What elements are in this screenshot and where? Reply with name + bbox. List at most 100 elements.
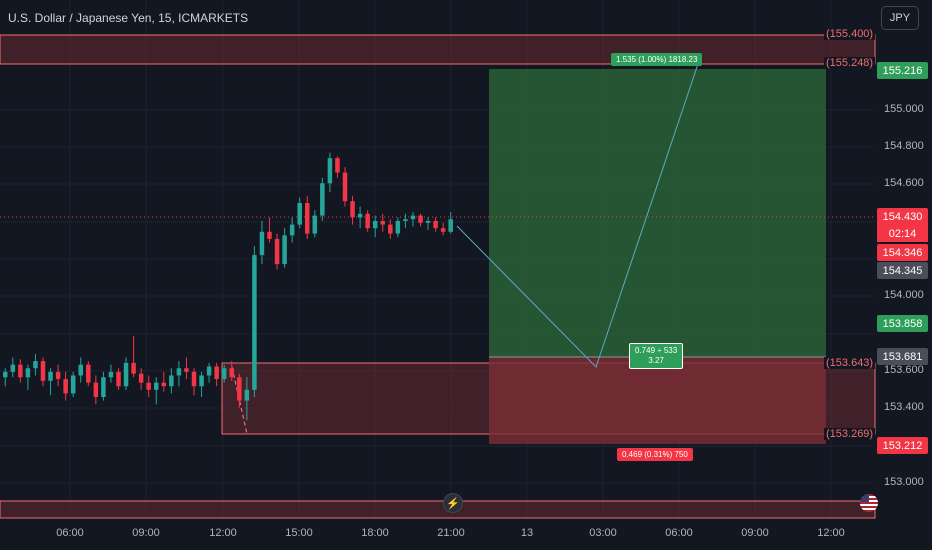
- time-tick: 09:00: [132, 527, 160, 539]
- candle-body: [161, 382, 167, 387]
- candle-body: [101, 377, 106, 397]
- candle-body: [327, 158, 333, 184]
- entry-price-tag: 153.681: [877, 348, 928, 365]
- candle-body: [108, 371, 114, 378]
- candle-body: [440, 228, 446, 232]
- candle-body: [350, 201, 355, 218]
- candle-body: [86, 364, 91, 383]
- lightning-icon[interactable]: ⚡: [443, 493, 463, 513]
- price-tick: 153.600: [884, 364, 924, 376]
- candle-body: [410, 215, 416, 220]
- candle-body: [55, 371, 61, 380]
- green-price-tag: 153.858: [877, 315, 928, 332]
- candle-body: [312, 215, 318, 234]
- time-tick: 12:00: [209, 527, 237, 539]
- candle-body: [274, 238, 280, 265]
- candle-body: [25, 368, 31, 378]
- candle-body: [33, 361, 38, 369]
- candle-body: [380, 220, 385, 225]
- level-label-153643: (153.643): [824, 357, 876, 369]
- candle-body: [297, 203, 302, 225]
- candle-body: [365, 213, 370, 229]
- candle-body: [206, 366, 212, 376]
- candle-body: [138, 373, 144, 383]
- candle-body: [3, 371, 8, 378]
- candle-body: [433, 220, 438, 229]
- candle-body: [252, 255, 257, 390]
- dashed-projection: [231, 366, 248, 435]
- candle-body: [78, 364, 83, 376]
- time-tick: 18:00: [361, 527, 389, 539]
- candle-body: [289, 224, 295, 236]
- candle-body: [131, 362, 136, 374]
- center-stats-line1: 0.749 ÷ 533: [635, 346, 678, 355]
- candle-body: [335, 158, 340, 173]
- time-tick: 15:00: [285, 527, 313, 539]
- candle-body: [395, 220, 401, 234]
- time-tick: 06:00: [56, 527, 84, 539]
- level-label-153269: (153.269): [824, 428, 876, 440]
- loss-zone[interactable]: [489, 357, 826, 444]
- candle-body: [425, 220, 431, 223]
- candle-body: [176, 368, 182, 376]
- candle-body: [418, 215, 423, 223]
- level-label-155400: (155.400): [824, 28, 876, 40]
- time-tick: 12:00: [817, 527, 845, 539]
- last-price-tag: 154.430: [877, 208, 928, 225]
- price-tick: 154.600: [884, 177, 924, 189]
- time-tick: 21:00: [437, 527, 465, 539]
- candle-body: [214, 366, 219, 380]
- candle-body: [388, 224, 393, 234]
- center-stats-label[interactable]: 0.749 ÷ 533 3.27: [629, 343, 684, 369]
- us-flag-icon[interactable]: [860, 494, 878, 512]
- candle-body: [70, 375, 76, 394]
- candle-body: [320, 183, 325, 216]
- target-price-tag: 155.216: [877, 62, 928, 79]
- candle-body: [267, 231, 272, 239]
- candle-body: [221, 368, 227, 380]
- level-label-155248: (155.248): [824, 57, 876, 69]
- candle-body: [199, 375, 204, 387]
- candle-body: [184, 368, 189, 372]
- time-tick: 09:00: [741, 527, 769, 539]
- price-tick: 153.400: [884, 401, 924, 413]
- projection-path[interactable]: [456, 57, 701, 368]
- candles-group: [3, 152, 453, 421]
- center-stats-line2: 3.27: [648, 356, 664, 365]
- candle-body: [10, 364, 16, 372]
- candle-body: [146, 382, 151, 390]
- candle-body: [48, 371, 53, 381]
- countdown-tag: 02:14: [877, 225, 928, 242]
- price-tick: 153.000: [884, 476, 924, 488]
- ask-price-tag: 154.345: [877, 262, 928, 279]
- target-stats-label[interactable]: 1.535 (1.00%) 1818.23: [611, 53, 703, 66]
- candle-body: [237, 377, 242, 401]
- candle-body: [448, 219, 453, 232]
- stop-stats-label[interactable]: 0.469 (0.31%) 750: [617, 448, 693, 461]
- candle-body: [403, 219, 408, 221]
- candle-body: [93, 382, 99, 397]
- resistance-zone[interactable]: [0, 34, 876, 65]
- candle-body: [18, 364, 23, 378]
- candle-body: [357, 213, 363, 218]
- candle-body: [342, 172, 348, 202]
- candle-body: [229, 368, 234, 378]
- candle-body: [282, 235, 287, 265]
- candle-body: [116, 371, 121, 387]
- currency-button[interactable]: JPY: [881, 6, 919, 30]
- candle-body: [169, 375, 174, 387]
- chart-title: U.S. Dollar / Japanese Yen, 15, ICMARKET…: [8, 11, 249, 25]
- time-tick: 03:00: [589, 527, 617, 539]
- profit-zone[interactable]: [489, 69, 826, 357]
- time-tick: 06:00: [665, 527, 693, 539]
- bottom-zone[interactable]: [0, 500, 876, 519]
- price-tick: 155.000: [884, 103, 924, 115]
- bid-price-tag: 154.346: [877, 244, 928, 261]
- candle-body: [244, 389, 250, 401]
- candle-body: [154, 382, 159, 390]
- price-tick: 154.000: [884, 289, 924, 301]
- stop-price-tag: 153.212: [877, 437, 928, 454]
- candle-body: [40, 361, 46, 381]
- candle-body: [63, 379, 68, 394]
